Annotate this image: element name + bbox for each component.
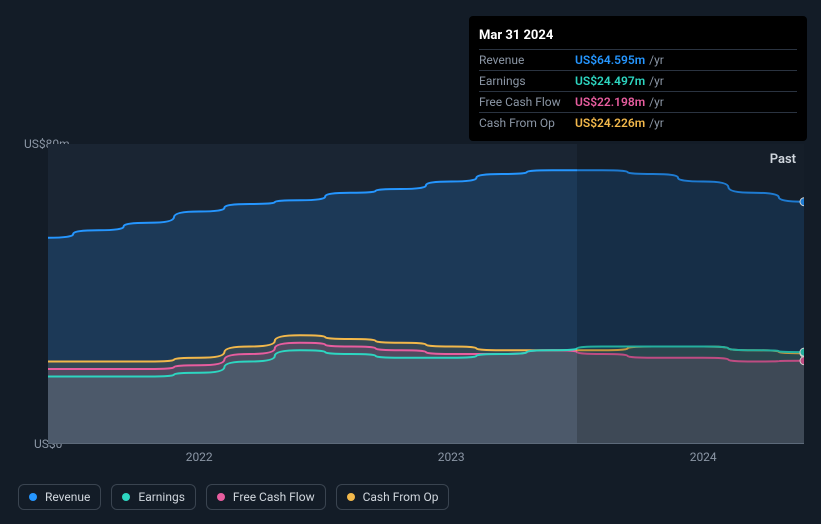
legend-dot-icon	[347, 493, 355, 501]
chart-tooltip: Mar 31 2024 RevenueUS$64.595m/yrEarnings…	[469, 16, 807, 141]
tooltip-metric-suffix: /yr	[649, 53, 664, 67]
chart-legend: Revenue Earnings Free Cash Flow Cash From O…	[18, 484, 449, 510]
tooltip-metric-value: US$64.595m	[575, 53, 645, 67]
plot-area[interactable]: Past	[48, 144, 804, 444]
highlight-shade	[577, 144, 804, 443]
tooltip-row: Cash From OpUS$24.226m/yr	[479, 112, 797, 133]
tooltip-metric-label: Cash From Op	[479, 116, 575, 130]
legend-dot-icon	[122, 493, 130, 501]
tooltip-metric-value: US$22.198m	[575, 95, 645, 109]
tooltip-metric-value: US$24.226m	[575, 116, 645, 130]
legend-label: Free Cash Flow	[233, 490, 315, 504]
x-axis: 2022 2023 2024	[48, 450, 804, 470]
legend-item[interactable]: Earnings	[111, 484, 196, 510]
past-period-label: Past	[770, 152, 796, 167]
tooltip-metric-suffix: /yr	[649, 74, 664, 88]
tooltip-row: RevenueUS$64.595m/yr	[479, 49, 797, 70]
tooltip-metric-suffix: /yr	[649, 95, 664, 109]
tooltip-metric-label: Earnings	[479, 74, 575, 88]
x-axis-tick: 2023	[438, 450, 465, 464]
legend-dot-icon	[29, 493, 37, 501]
tooltip-metric-label: Free Cash Flow	[479, 95, 575, 109]
tooltip-row: EarningsUS$24.497m/yr	[479, 70, 797, 91]
legend-item[interactable]: Cash From Op	[336, 484, 450, 510]
x-axis-tick: 2024	[690, 450, 717, 464]
tooltip-metric-value: US$24.497m	[575, 74, 645, 88]
legend-label: Revenue	[45, 490, 90, 504]
legend-item[interactable]: Free Cash Flow	[206, 484, 326, 510]
legend-label: Cash From Op	[363, 490, 439, 504]
financial-chart: US$80m US$0 Past 202220232024	[18, 120, 804, 464]
tooltip-row: Free Cash FlowUS$22.198m/yr	[479, 91, 797, 112]
tooltip-metric-suffix: /yr	[649, 116, 664, 130]
legend-label: Earnings	[138, 490, 185, 504]
tooltip-date: Mar 31 2024	[479, 24, 797, 49]
x-axis-tick: 2022	[186, 450, 213, 464]
legend-dot-icon	[217, 493, 225, 501]
tooltip-metric-label: Revenue	[479, 53, 575, 67]
legend-item[interactable]: Revenue	[18, 484, 101, 510]
